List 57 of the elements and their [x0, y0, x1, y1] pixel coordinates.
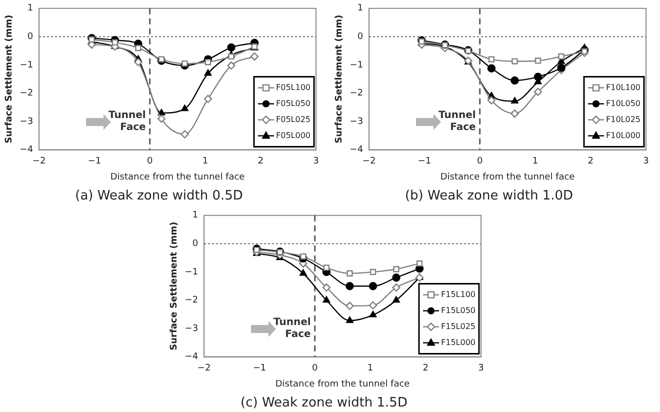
x-tick-label: 1 — [532, 156, 538, 167]
x-tick-label: 0 — [312, 364, 318, 374]
x-tick-label: 3 — [478, 364, 484, 374]
y-tick-label: 1 — [192, 210, 198, 221]
y-tick-label: −2 — [350, 88, 364, 99]
y-axis-title: Surface Settlement (mm) — [170, 222, 180, 350]
legend-label: F15L000 — [441, 338, 476, 347]
x-tick-label: 0 — [146, 156, 153, 167]
legend-label: F10L025 — [606, 114, 641, 124]
x-tick-label: −1 — [252, 364, 266, 374]
legend-label: F15L050 — [441, 306, 476, 315]
text: (b) Weak zone width 1.0D — [404, 188, 574, 204]
annotation: Tunnel Face — [274, 317, 312, 340]
x-tick-label: −1 — [418, 156, 432, 167]
legend-label: F05L025 — [276, 114, 311, 124]
y-axis-title: Surface Settlement (mm) — [334, 14, 345, 144]
y-tick-label: −3 — [20, 116, 34, 127]
y-tick-label: −3 — [184, 324, 198, 334]
annotation: Tunnel Face — [438, 110, 476, 134]
y-axis-title: Surface Settlement (mm) — [4, 14, 15, 144]
y-tick-label: −2 — [184, 296, 198, 306]
y-tick-label: −4 — [350, 145, 364, 156]
x-axis-title: Distance from the tunnel face — [275, 379, 410, 390]
x-tick-label: 0 — [476, 156, 483, 167]
x-tick-label: 2 — [588, 156, 594, 167]
y-tick-label: −3 — [350, 116, 364, 127]
legend-label: F15L025 — [441, 322, 476, 331]
x-tick-label: −1 — [88, 156, 102, 167]
y-tick-label: 0 — [357, 32, 364, 42]
legend-label: F10L100 — [606, 82, 641, 92]
y-tick-label: −2 — [20, 88, 34, 99]
y-tick-label: −1 — [184, 267, 198, 278]
y-tick-label: 1 — [357, 4, 364, 14]
y-tick-label: −4 — [20, 145, 34, 156]
x-tick-label: 1 — [202, 156, 208, 167]
y-tick-label: −1 — [20, 60, 34, 70]
x-tick-label: 3 — [643, 156, 649, 167]
x-tick-label: 2 — [258, 156, 264, 167]
legend-label: F10L000 — [606, 130, 641, 140]
y-tick-label: −1 — [350, 60, 364, 70]
y-tick-label: −4 — [184, 352, 198, 362]
y-tick-label: 0 — [27, 32, 34, 42]
x-tick-label: 3 — [313, 156, 319, 167]
legend-label: F10L050 — [606, 98, 641, 108]
y-tick-label: 1 — [27, 4, 34, 14]
text: (a) Weak zone width 0.5D — [75, 188, 243, 204]
legend-label: F05L050 — [276, 98, 311, 108]
annotation: Tunnel Face — [108, 110, 146, 134]
legend-label: F05L100 — [276, 82, 311, 92]
y-tick-label: 0 — [192, 239, 198, 250]
x-tick-label: 2 — [422, 364, 428, 374]
x-axis-title: Distance from the tunnel face — [110, 172, 246, 182]
text: (c) Weak zone width 1.5D — [240, 396, 408, 411]
x-axis-title: Distance from the tunnel face — [440, 172, 576, 182]
legend-label: F05L000 — [276, 130, 311, 140]
legend-label: F15L100 — [441, 290, 476, 299]
x-tick-label: 1 — [367, 364, 374, 374]
